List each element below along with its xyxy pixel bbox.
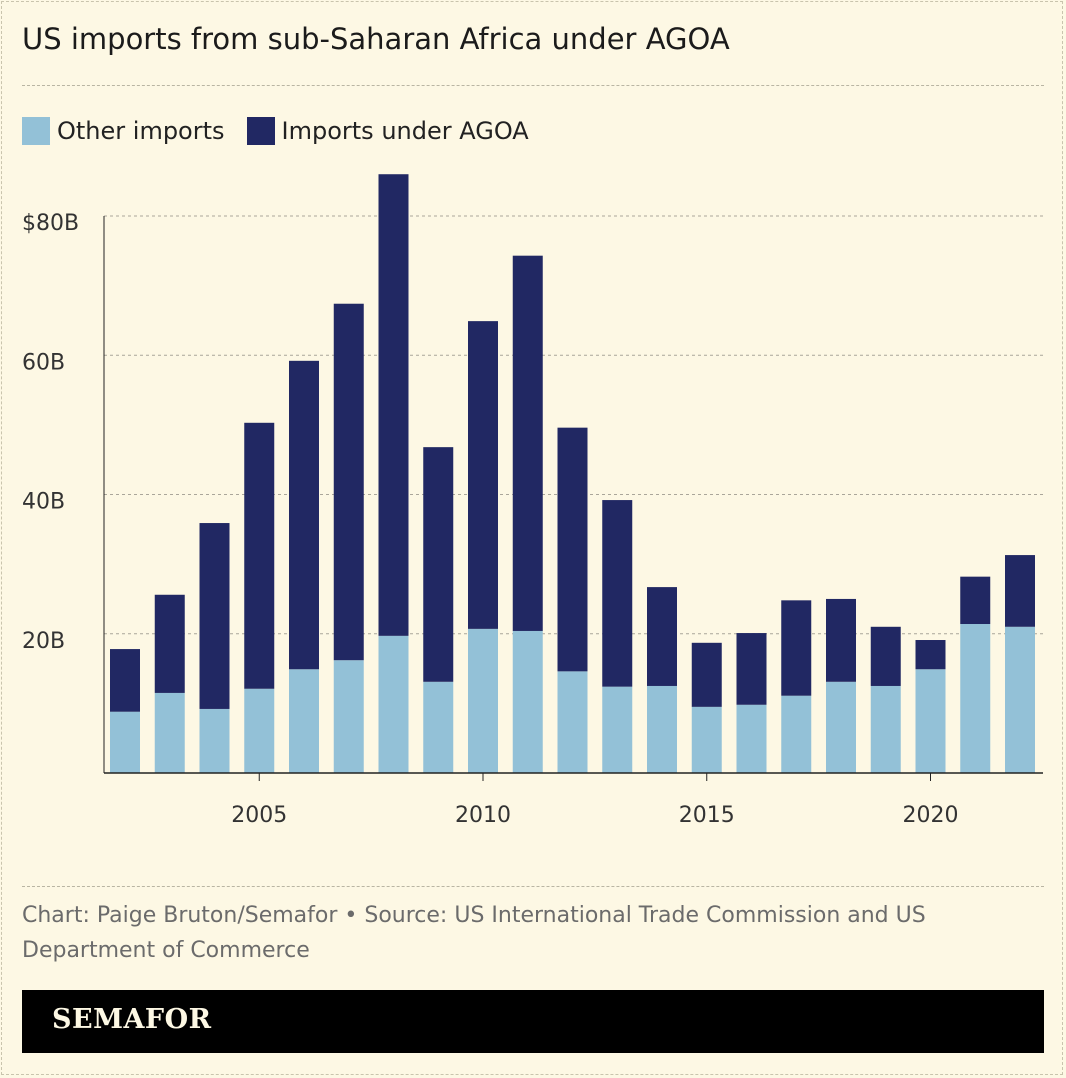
bar-agoa [378,174,409,636]
y-tick-label: 40B [22,490,65,515]
x-tick-label: 2020 [903,803,959,828]
x-tick-label: 2005 [231,803,287,828]
legend-label: Other imports [57,117,225,145]
bar-other [960,624,991,773]
bar-other [244,688,275,773]
divider [22,886,1044,887]
y-tick-label: 20B [22,629,65,654]
bar-agoa [736,633,767,705]
bar-agoa [870,626,901,686]
legend-label: Imports under AGOA [281,117,529,145]
x-tick-label: 2010 [455,803,511,828]
bar-agoa [602,500,633,687]
bar-agoa [557,427,588,672]
bar-other [691,706,722,773]
legend-swatch [22,117,50,145]
bar-other [512,630,543,773]
bar-other [468,628,498,773]
bar-agoa [691,642,722,707]
y-tick-label: 60B [22,350,65,375]
bar-agoa [244,422,275,689]
brand-bar: SEMAFOR [22,990,1044,1053]
bar-agoa [512,255,543,631]
bar-other [110,711,140,773]
bar-agoa [781,600,812,696]
bar-agoa [199,523,230,709]
legend: Other imports Imports under AGOA [22,117,551,145]
bar-agoa [154,594,185,693]
bar-agoa [960,576,991,625]
bar-agoa [333,303,364,661]
bar-other [378,635,409,773]
bar-other [870,685,901,773]
bar-other [423,681,454,773]
divider [22,85,1044,86]
semafor-logo: SEMAFOR [52,1004,212,1035]
bar-agoa [423,447,454,682]
legend-swatch [246,117,275,145]
x-tick-label: 2015 [679,803,735,828]
bar-other [289,669,319,773]
bar-agoa [1005,555,1035,627]
bar-other [736,704,767,773]
bar-other [826,681,856,773]
bar-other [602,686,633,773]
legend-item-agoa: Imports under AGOA [246,117,529,145]
bar-other [154,692,185,773]
chart-title: US imports from sub-Saharan Africa under… [22,22,730,56]
bar-agoa [826,598,856,682]
bar-other [199,708,230,773]
bar-other [647,685,677,773]
bar-agoa [468,321,498,629]
bar-other [557,671,588,773]
bar-chart: 20B 40B 60B $80B 2005 2010 2015 2020 [22,174,1043,828]
y-tick-label: $80B [22,211,79,236]
bar-other [333,660,364,773]
bar-agoa [110,649,140,712]
bar-agoa [915,640,946,670]
bar-agoa [647,587,677,686]
legend-item-other: Other imports [22,117,225,145]
bar-other [1005,626,1035,773]
bar-other [915,669,946,773]
bar-agoa [289,360,319,670]
bar-other [781,695,812,773]
source-note: Chart: Paige Bruton/Semafor • Source: US… [22,903,926,963]
